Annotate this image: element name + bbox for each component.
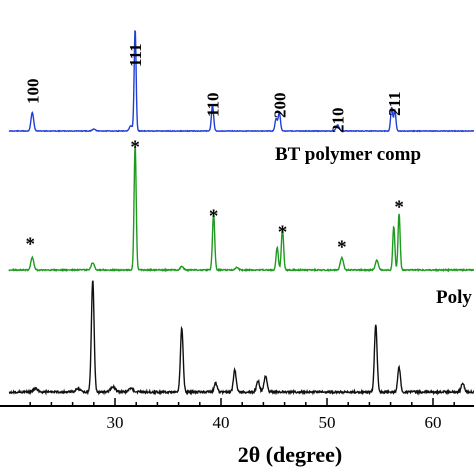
star-marker: * (394, 197, 404, 218)
x-tick-label: 40 (213, 413, 230, 432)
peak-label-111: 111 (126, 43, 145, 67)
x-tick-label: 30 (107, 413, 124, 432)
series-line-3 (8, 280, 474, 396)
x-axis: 30 40 50 60 (0, 398, 474, 432)
series-label-2: BT polymer comp (275, 144, 421, 165)
x-axis-title: 2θ (degree) (238, 442, 343, 467)
x-tick-label: 60 (425, 413, 442, 432)
series-layer: BT polymer comp Poly (8, 30, 474, 396)
peak-label-211: 211 (385, 91, 404, 116)
series-line-1 (8, 30, 474, 133)
star-marker: * (209, 206, 219, 227)
star-marker: * (25, 234, 35, 255)
series-line-2 (8, 145, 474, 273)
peak-label-100: 100 (23, 79, 42, 105)
peak-label-200: 200 (270, 93, 289, 119)
x-tick-label: 50 (319, 413, 336, 432)
annotation-layer: 100 111 110 200 210 211 * * * * * * (23, 43, 404, 258)
star-marker: * (278, 222, 288, 243)
series-label-3: Poly (436, 287, 472, 308)
star-marker: * (337, 237, 347, 258)
peak-label-210: 210 (329, 108, 348, 134)
peak-label-110: 110 (204, 92, 223, 117)
star-marker: * (130, 137, 140, 158)
